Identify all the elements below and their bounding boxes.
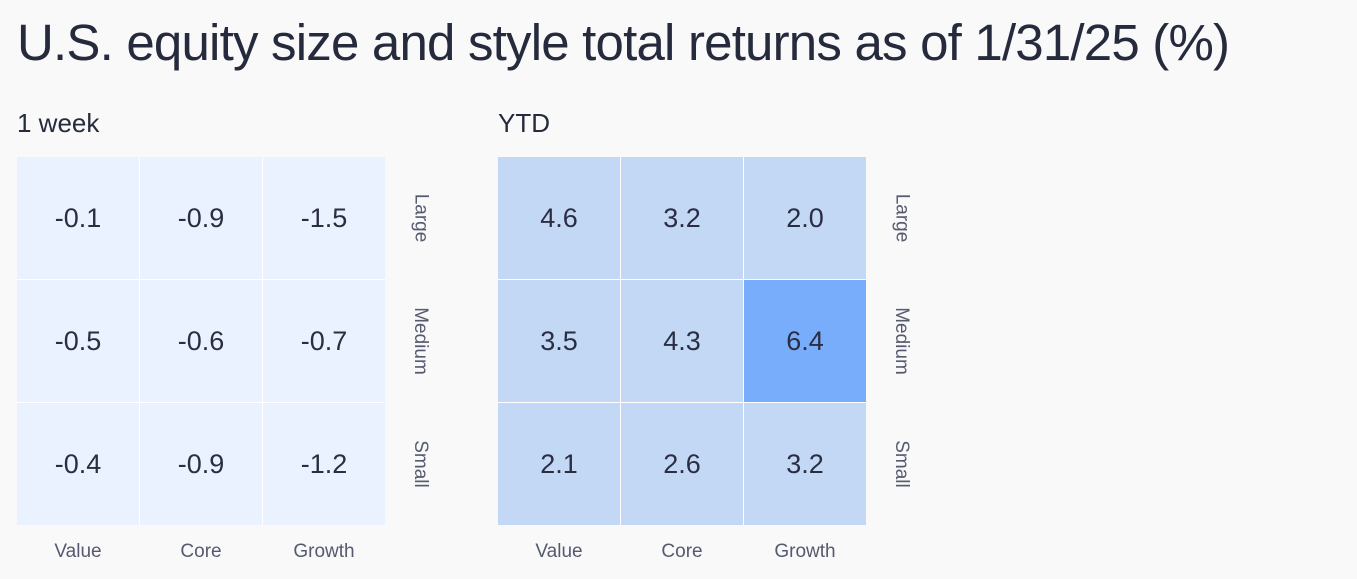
row-label-medium: Medium (395, 280, 445, 402)
heatmap-cell-medium-core: 4.3 (621, 280, 743, 402)
column-labels: Value Core Growth (498, 541, 866, 571)
row-label-text: Large (409, 193, 431, 243)
column-labels: Value Core Growth (17, 541, 385, 571)
heatmap-1-week: 1 week -0.1 -0.9 -1.5 -0.5 -0.6 -0.7 -0.4 -0.9-… (17, 103, 477, 579)
row-label-text: Small (409, 440, 431, 488)
row-label-medium: Medium (876, 280, 926, 402)
row-label-large: Large (395, 157, 445, 279)
heatmap-cell-medium-core: -0.6 (140, 280, 262, 402)
panel-title: YTD (498, 108, 550, 138)
row-label-text: Small (890, 440, 912, 488)
chart-title: U.S. equity size and style total returns… (17, 14, 1230, 71)
row-label-small: Small (395, 403, 445, 525)
heatmap-cell-medium-value: -0.5 (17, 280, 139, 402)
heatmap-cell-small-growth: 3.2 (744, 403, 866, 525)
row-label-text: Medium (891, 307, 913, 375)
heatmap-cell-small-core: -0.9 (140, 403, 262, 525)
heatmap-cell-large-core: 3.2 (621, 157, 743, 279)
column-label-core: Core (180, 541, 222, 562)
heatmap-cell-medium-value: 3.5 (498, 280, 620, 402)
heatmap-cell-small-growth: -1.2 (263, 403, 385, 525)
column-label-core: Core (661, 541, 703, 562)
panel-title: 1 week (17, 108, 100, 138)
heatmap-grid: -0.1 -0.9 -1.5 -0.5 -0.6 -0.7 -0.4 -0.9 -1.2 (17, 157, 385, 525)
column-label-value: Value (535, 541, 583, 562)
heatmap-cell-large-core: -0.9 (140, 157, 262, 279)
column-label-growth: Growth (293, 541, 355, 562)
heatmap-cell-small-value: -0.4 (17, 403, 139, 525)
column-label-value: Value (54, 541, 102, 562)
row-labels: Large Medium Small (395, 157, 445, 525)
row-labels: Large Medium Small (876, 157, 926, 525)
column-label-growth: Growth (774, 541, 836, 562)
heatmap-cell-small-core: 2.6 (621, 403, 743, 525)
heatmap-cell-medium-growth: 6.4 (744, 280, 866, 402)
heatmap-grid: 4.6 3.2 2.0 3.5 4.3 6.4 2.1 2.6 3.2 (498, 157, 866, 525)
row-label-large: Large (876, 157, 926, 279)
row-label-text: Medium (410, 307, 432, 375)
heatmap-cell-large-growth: -1.5 (263, 157, 385, 279)
heatmap-cell-medium-growth: -0.7 (263, 280, 385, 402)
heatmap-cell-small-value: 2.1 (498, 403, 620, 525)
row-label-text: Large (890, 193, 912, 243)
heatmap-cell-large-growth: 2.0 (744, 157, 866, 279)
row-label-small: Small (876, 403, 926, 525)
heatmap-ytd: YTD 4.6 3.2 2.0 3.5 4.3 6.4 2.1 2.6 3.2 Large Med… (498, 103, 958, 579)
heatmap-cell-large-value: -0.1 (17, 157, 139, 279)
heatmap-cell-large-value: 4.6 (498, 157, 620, 279)
